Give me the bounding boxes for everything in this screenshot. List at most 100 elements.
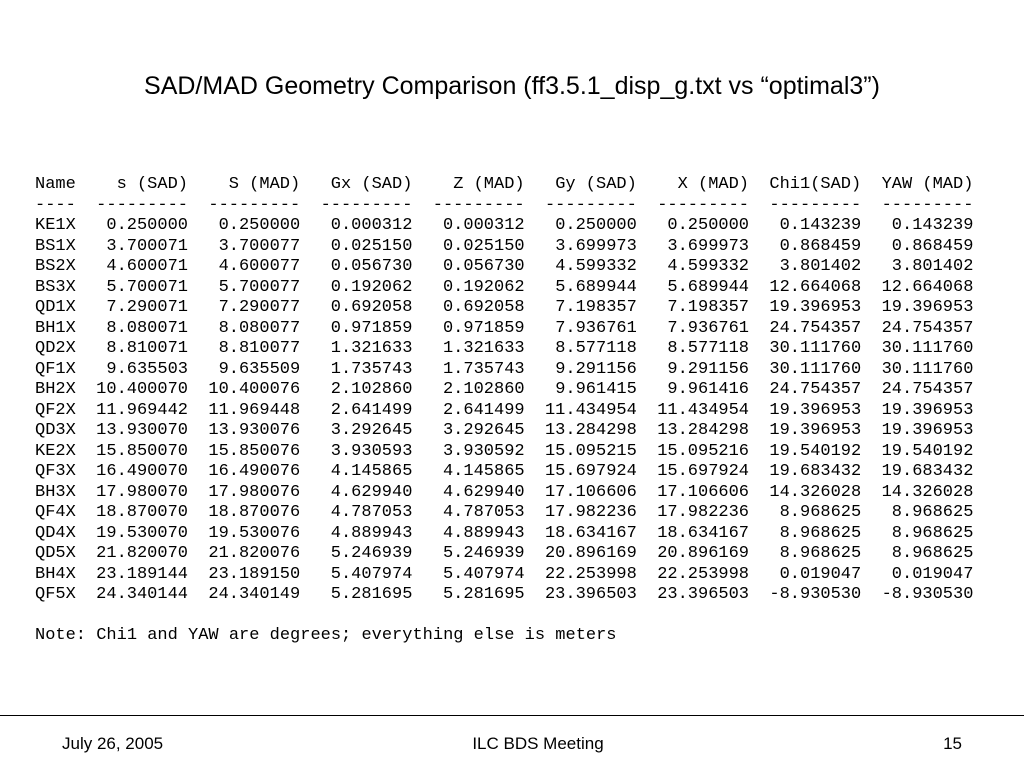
cell: 21.820076 [208, 544, 301, 563]
cell: 8.968625 [891, 523, 974, 543]
cell: 23.189144 [96, 564, 188, 584]
data-row: BS1X 3.700071 3.700077 0.025150 0.025150 3.69… [35, 237, 973, 258]
cell: 0.143239 [891, 216, 974, 235]
cell: 16.490076 [208, 462, 301, 481]
cell: 4.889943 [330, 523, 413, 543]
cell: 0.692058 [442, 298, 525, 317]
cell: QF3X [35, 462, 76, 481]
cell: 19.396953 [769, 298, 862, 317]
cell: Z (MAD) [453, 175, 525, 194]
cell: 24.754357 [881, 318, 974, 338]
cell: 8.080071 [106, 318, 188, 338]
cell: 2.102860 [330, 380, 413, 399]
cell: S (MAD) [228, 175, 301, 194]
cell: 7.936761 [555, 318, 637, 338]
cell: --------- [432, 195, 525, 215]
cell: 24.754357 [881, 380, 974, 399]
cell: BS3X [35, 277, 76, 297]
cell: 11.969448 [208, 400, 301, 420]
cell: 17.106606 [544, 482, 637, 502]
data-row: BS2X 4.600071 4.600077 0.056730 0.056730 4.59… [35, 257, 973, 278]
cell: 8.810077 [218, 339, 301, 358]
cell: 4.787053 [442, 503, 525, 522]
cell: 11.434954 [657, 400, 750, 420]
cell: QD5X [35, 544, 76, 563]
header-row: Name s (SAD) S (MAD) Gx (SAD) Z (MAD) Gy (SAD… [35, 175, 973, 196]
cell: 11.969442 [96, 400, 188, 420]
cell: BS1X [35, 236, 76, 256]
cell: 20.896169 [544, 544, 637, 563]
cell: 5.689944 [667, 277, 750, 297]
data-row: QF5X 24.340144 24.340149 5.281695 5.281695 23… [35, 585, 973, 606]
cell: 0.056730 [330, 257, 413, 276]
cell: 24.754357 [769, 318, 862, 338]
cell: 3.699973 [667, 236, 750, 256]
cell: --------- [208, 195, 301, 215]
data-row: QD4X 19.530070 19.530076 4.889943 4.889943 18… [35, 524, 973, 545]
cell: 13.284298 [657, 421, 750, 440]
cell: 17.980070 [96, 482, 188, 502]
cell: 18.870070 [96, 503, 188, 522]
cell: 3.930593 [330, 441, 413, 461]
cell: --------- [320, 195, 413, 215]
cell: 9.961416 [667, 380, 750, 399]
cell: Gy (SAD) [555, 175, 637, 194]
cell: 0.868459 [779, 236, 862, 256]
cell: 4.889943 [442, 523, 525, 543]
cell: 5.407974 [330, 564, 413, 584]
data-table: Name s (SAD) S (MAD) Gx (SAD) Z (MAD) Gy (SAD… [35, 175, 973, 647]
cell: 0.192062 [330, 277, 413, 297]
cell: 24.754357 [769, 380, 862, 399]
cell: BH2X [35, 380, 76, 399]
cell: --------- [769, 195, 862, 215]
cell: 30.111760 [881, 359, 974, 379]
cell: 3.801402 [779, 257, 862, 276]
cell: 16.490070 [96, 462, 188, 481]
cell: 9.961415 [555, 380, 637, 399]
cell: 4.600077 [218, 257, 301, 276]
cell: 18.634167 [657, 523, 750, 543]
cell: 0.143239 [779, 216, 862, 235]
cell: 0.056730 [442, 257, 525, 276]
cell: 19.396953 [881, 400, 974, 420]
cell: --------- [96, 195, 188, 215]
cell: ---- [35, 195, 76, 215]
footer-page: 15 [943, 734, 962, 753]
cell: 19.540192 [881, 441, 974, 461]
cell: 4.145865 [442, 462, 525, 481]
cell: 10.400076 [208, 380, 301, 399]
cell: 1.735743 [442, 359, 525, 379]
separator-row: ---- --------- --------- --------- ---------… [35, 196, 973, 217]
cell: 3.699973 [555, 236, 637, 256]
cell: 19.530070 [96, 523, 188, 543]
cell: 15.697924 [544, 462, 637, 481]
cell: 8.577118 [555, 339, 637, 358]
cell: YAW (MAD) [881, 175, 974, 194]
cell: 30.111760 [769, 339, 862, 358]
cell: 8.577118 [667, 339, 750, 358]
cell: 20.896169 [657, 544, 750, 563]
cell: 15.850070 [96, 441, 188, 461]
cell: 19.530076 [208, 523, 301, 543]
footer-event: ILC BDS Meeting [472, 734, 604, 753]
cell: X (MAD) [677, 175, 750, 194]
cell: 23.396503 [657, 585, 750, 604]
cell: 19.396953 [881, 298, 974, 317]
cell: 0.000312 [330, 216, 413, 235]
cell: 8.968625 [779, 523, 862, 543]
cell: 22.253998 [657, 564, 750, 584]
cell: 14.326028 [769, 482, 862, 502]
cell: 8.080077 [218, 318, 301, 338]
slide-title: SAD/MAD Geometry Comparison (ff3.5.1_dis… [144, 72, 880, 100]
cell: 5.407974 [442, 564, 525, 584]
cell: 0.019047 [779, 564, 862, 584]
cell: 21.820070 [96, 544, 188, 563]
data-row: QD5X 21.820070 21.820076 5.246939 5.246939 20… [35, 544, 973, 565]
cell: 14.326028 [881, 482, 974, 502]
cell: BH4X [35, 564, 76, 584]
cell: 30.111760 [881, 339, 974, 358]
cell: 19.540192 [769, 441, 862, 461]
cell: 8.968625 [891, 503, 974, 522]
cell: 2.641499 [330, 400, 413, 420]
footer-date: July 26, 2005 [62, 734, 164, 753]
